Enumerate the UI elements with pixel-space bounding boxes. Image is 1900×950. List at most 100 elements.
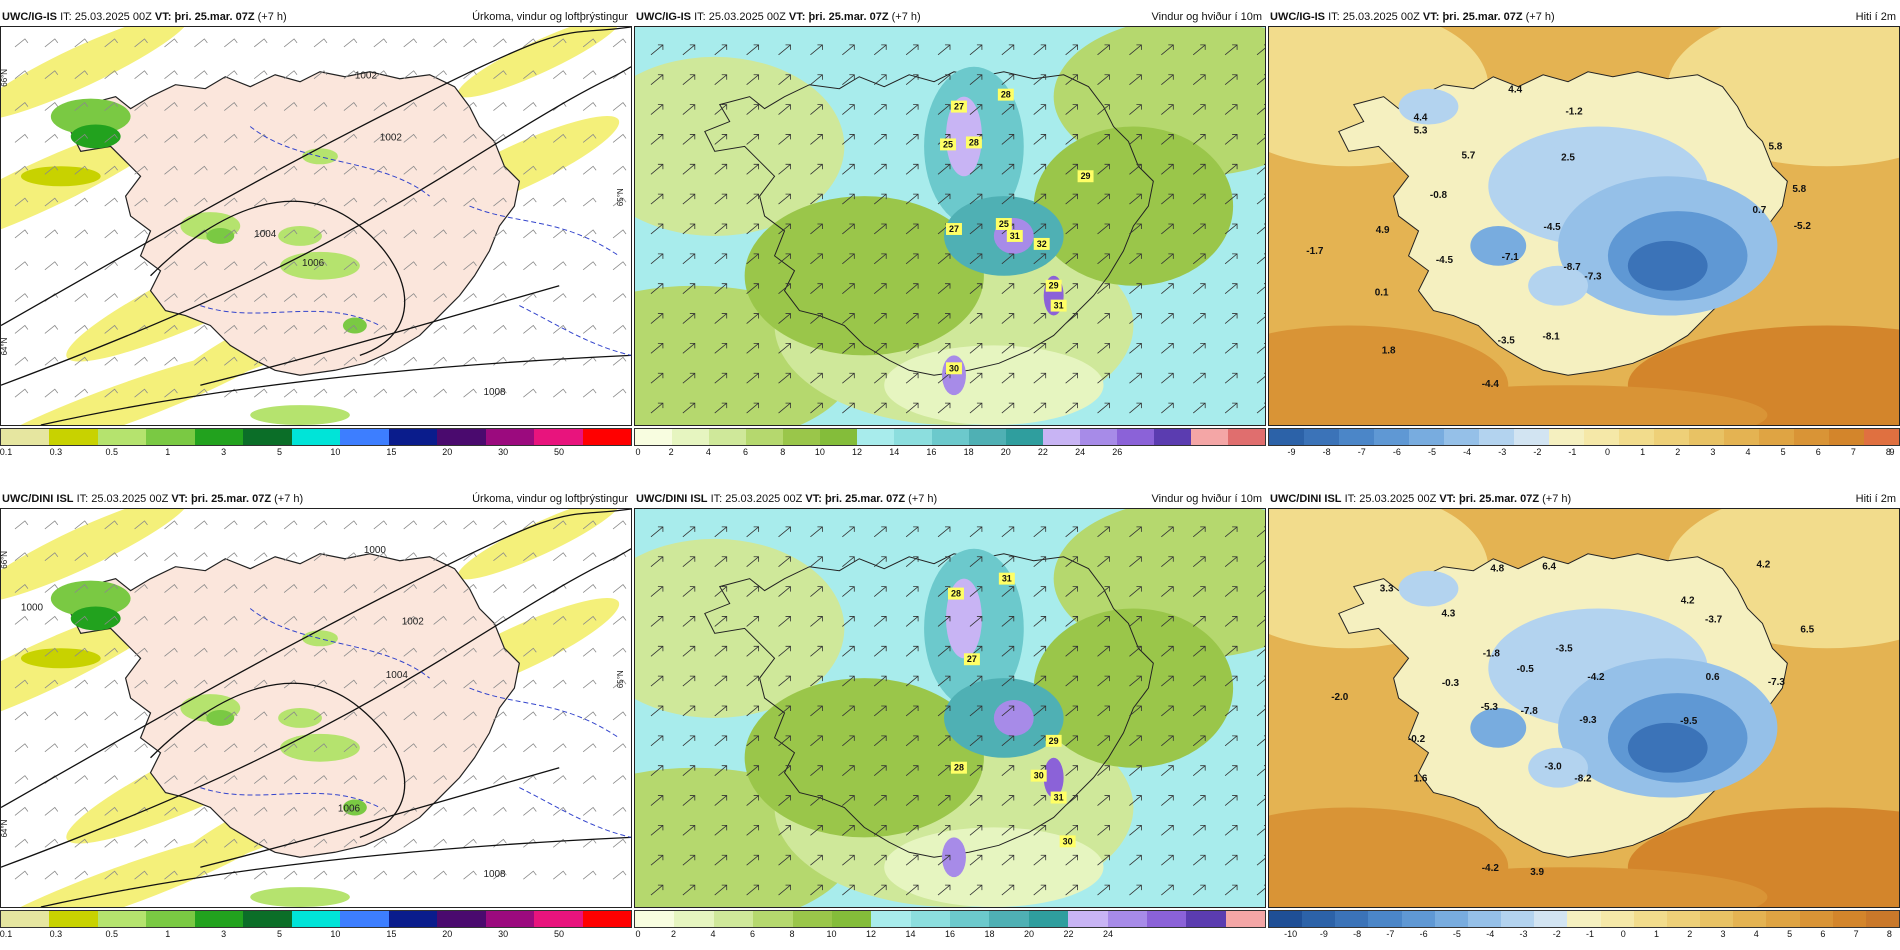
panel-header: UWC/IG-IS IT: 25.03.2025 00Z VT: þri. 25… bbox=[1268, 8, 1900, 26]
colorbar-tick-label: 4 bbox=[710, 929, 716, 939]
colorbar-tick-label: 14 bbox=[905, 929, 916, 939]
wind-barb bbox=[134, 197, 148, 207]
wind-arrow bbox=[650, 44, 664, 56]
colorbar-segment bbox=[910, 911, 950, 927]
colorbar-segment bbox=[1079, 429, 1117, 445]
wind-barb bbox=[283, 38, 298, 48]
colorbar-segment bbox=[783, 429, 821, 445]
wind-barb bbox=[373, 356, 388, 366]
colorbar-segment bbox=[709, 429, 747, 445]
wind-arrow bbox=[1129, 74, 1142, 86]
wind-arrow bbox=[778, 313, 791, 324]
wind-arrow bbox=[969, 313, 983, 324]
wind-arrow bbox=[810, 253, 823, 265]
wind-barb bbox=[403, 552, 417, 562]
wind-barb bbox=[313, 324, 328, 334]
wind-barb bbox=[253, 70, 268, 80]
wind-arrow bbox=[810, 795, 823, 806]
wind-barb bbox=[253, 102, 268, 111]
map-area[interactable]: 4.4 4.4 5.3 -1.2 5.7 2.5 5.8 -0.8 5.8 4.9 -4.5 0.7-… bbox=[1268, 26, 1900, 426]
wind-barb bbox=[403, 38, 417, 48]
latitude-label: 64°N bbox=[1, 819, 9, 837]
wind-arrow bbox=[1129, 884, 1142, 896]
wind-arrow bbox=[1129, 372, 1142, 384]
wind-arrow bbox=[1097, 735, 1110, 747]
wind-arrow bbox=[1256, 616, 1265, 627]
colorbar-segment bbox=[1190, 429, 1228, 445]
wind-arrow bbox=[778, 343, 791, 354]
colorbar-tick-label: 9 bbox=[1889, 447, 1895, 457]
wind-barb bbox=[14, 647, 29, 657]
map-area[interactable]: 1002 1002 1004 1006 1008 66°N 64°N 65°N bbox=[0, 26, 632, 426]
wind-barb bbox=[523, 615, 537, 625]
wind-speed-area bbox=[942, 837, 966, 878]
wind-barb bbox=[44, 324, 59, 334]
map-area[interactable]: 1000 1000 1002 1004 1006 1008 66°N 64°N 65°N bbox=[0, 508, 632, 908]
wind-arrow bbox=[1192, 193, 1206, 205]
wind-speed-area bbox=[1043, 757, 1064, 798]
wind-barb bbox=[582, 70, 597, 80]
map-area[interactable]: 4.2 6.4 4.8 3.3 4.3 -3.7 6.5 4.2 -1.8 -3.5 -0.5 -0.… bbox=[1268, 508, 1900, 908]
colorbar-tick-label: 5 bbox=[277, 929, 283, 939]
wind-barb bbox=[74, 711, 89, 721]
wind-arrow bbox=[1033, 556, 1047, 568]
colorbar-tick-label: -3 bbox=[1519, 929, 1528, 939]
wind-speed-area bbox=[1033, 608, 1234, 768]
wind-speed-area bbox=[744, 196, 984, 356]
isobar bbox=[40, 836, 631, 907]
wind-arrow bbox=[1256, 765, 1265, 776]
wind-barb bbox=[104, 102, 118, 111]
wind-barb bbox=[164, 838, 178, 848]
wind-arrow bbox=[778, 556, 791, 568]
wind-barb bbox=[194, 261, 208, 271]
wind-arrow bbox=[1256, 705, 1265, 717]
wind-arrow bbox=[682, 372, 696, 384]
temperature-label: 4.2 bbox=[1757, 560, 1771, 571]
header-run-info: UWC/DINI ISL IT: 25.03.2025 00Z VT: þri.… bbox=[636, 490, 937, 508]
wind-arrow bbox=[1065, 825, 1078, 836]
wind-barb bbox=[433, 356, 447, 366]
wind-arrow bbox=[1033, 705, 1047, 717]
wind-barb bbox=[283, 133, 298, 143]
wind-barb bbox=[523, 711, 537, 721]
wind-arrow bbox=[778, 884, 791, 896]
wind-barb bbox=[403, 261, 417, 271]
wind-barb bbox=[194, 838, 208, 848]
wind-arrow bbox=[650, 556, 664, 568]
wind-arrow bbox=[650, 193, 664, 205]
wind-arrow bbox=[1192, 343, 1206, 354]
colorbar-tick-label: 0.1 bbox=[0, 447, 13, 457]
wind-barb bbox=[194, 552, 208, 562]
wind-barb bbox=[463, 102, 477, 111]
wind-barb bbox=[463, 261, 477, 271]
colorbar-segment bbox=[1549, 429, 1584, 445]
wind-barb bbox=[493, 615, 507, 625]
wind-barb bbox=[552, 711, 567, 721]
wind-barb bbox=[343, 261, 358, 271]
wind-barb bbox=[373, 197, 388, 207]
valid-time-value: þri. 25.mar. 07Z bbox=[174, 11, 255, 23]
wind-barb bbox=[14, 70, 29, 80]
wind-arrow bbox=[842, 526, 855, 538]
wind-barb bbox=[493, 679, 507, 689]
wind-barb bbox=[194, 615, 208, 625]
wind-arrow bbox=[1161, 44, 1174, 56]
wind-speed-area bbox=[635, 56, 845, 236]
map-area[interactable]: 28 31 27 29 28 30 31 30 bbox=[634, 508, 1266, 908]
wind-barb bbox=[44, 552, 59, 562]
wind-barb bbox=[44, 102, 59, 111]
wind-barb bbox=[343, 775, 358, 784]
wind-barb bbox=[224, 388, 238, 398]
wind-arrow bbox=[714, 616, 728, 627]
wind-arrow bbox=[714, 884, 728, 896]
map-area[interactable]: 27 28 25 28 29 27 25 31 32 29 31 30 bbox=[634, 26, 1266, 426]
wind-barb bbox=[313, 806, 328, 816]
wind-barb bbox=[164, 679, 178, 689]
wind-arrow bbox=[1161, 645, 1174, 657]
isobar bbox=[40, 354, 631, 425]
lead-time: (+7 h) bbox=[1542, 493, 1572, 505]
colorbar-tick-label: 0 bbox=[1605, 447, 1611, 457]
wind-arrow bbox=[1224, 645, 1238, 657]
colorbar-tick-label: 1 bbox=[165, 447, 171, 457]
wind-barb bbox=[44, 806, 59, 816]
